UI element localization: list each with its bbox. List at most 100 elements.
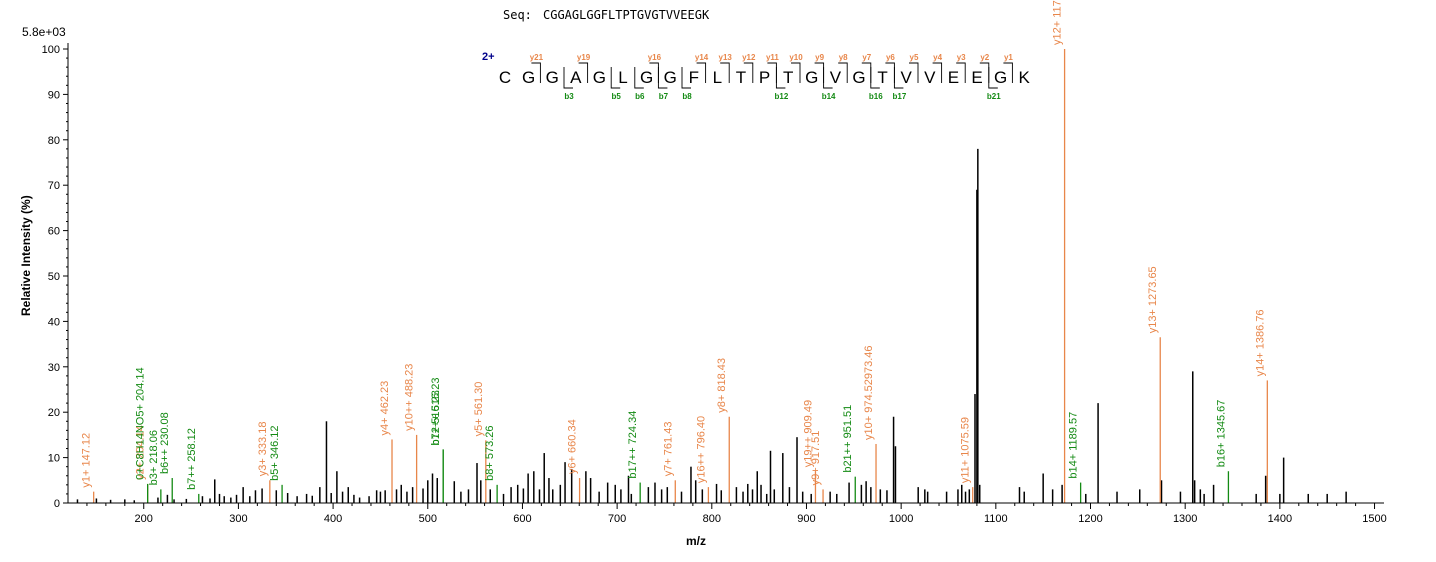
residue-letter: G <box>664 68 677 87</box>
x-tick-label: 900 <box>797 513 815 525</box>
residue-letter: G <box>522 68 535 87</box>
b-ion-bracket <box>563 67 573 89</box>
y-ion-index: y16 <box>648 53 662 62</box>
residue-letter: C <box>499 68 511 87</box>
b-ion-peak-label: b7+ 516.23 <box>430 390 442 445</box>
x-tick-label: 700 <box>608 513 626 525</box>
b-ion-peak-label: b12++ 516.23 <box>430 378 442 446</box>
y-ion-bracket <box>696 62 707 83</box>
residue-letter: A <box>570 68 582 87</box>
y-ion-bracket <box>578 62 589 83</box>
y-ion-index: y10 <box>789 53 803 62</box>
y-ion-peak-label: y2+ 204.14 <box>135 425 147 480</box>
b-ion-index: b17 <box>893 92 907 101</box>
y-ion-index: y19 <box>577 53 591 62</box>
b-ion-peak-label: b8+ 573.26 <box>484 425 496 480</box>
y-ion-index: y1 <box>1004 53 1013 62</box>
b-ion-peak-label: 0+C8H14NO5+ 204.14 <box>135 367 147 480</box>
y-ion-peak-label: y1+ 147.12 <box>81 433 93 488</box>
y-ion-peak-label: y6+ 660.34 <box>567 419 579 474</box>
b-ion-index: b14 <box>822 92 836 101</box>
residue-letter: F <box>689 68 699 87</box>
y-ion-bracket <box>956 62 966 83</box>
y-ion-index: y3 <box>957 53 966 62</box>
y-ion-index: y9 <box>815 53 824 62</box>
y-ion-peak-label: y8+ 818.43 <box>716 358 728 413</box>
y-ion-peak-label: y13+ 1273.65 <box>1147 266 1159 333</box>
x-tick-label: 300 <box>229 513 247 525</box>
y-ion-peak-label: y4+ 462.23 <box>379 381 391 436</box>
b-ion-index: b3 <box>564 92 574 101</box>
b-ion-bracket <box>657 67 668 89</box>
x-tick-label: 600 <box>513 513 531 525</box>
residue-letter: T <box>736 68 746 87</box>
y-ion-index: y5 <box>910 53 919 62</box>
y-ion-peak-label: y3+ 333.18 <box>257 422 269 477</box>
y-ion-peak-label: y10+ 974.52973.46 <box>863 345 875 440</box>
b-ion-index: b16 <box>869 92 883 101</box>
x-tick-label: 1300 <box>1173 513 1197 525</box>
residue-letter: G <box>805 68 818 87</box>
y-tick-label: 70 <box>48 180 60 192</box>
b-ion-bracket <box>823 67 833 89</box>
y-ion-peak-label: y11+ 1075.59 <box>960 417 972 483</box>
x-tick-label: 400 <box>324 513 342 525</box>
residue-letter: E <box>948 68 959 87</box>
b-ion-peak-label: b17++ 724.34 <box>627 411 639 479</box>
b-ion-peak-label: b7++ 258.12 <box>186 428 198 490</box>
x-tick-label: 200 <box>135 513 153 525</box>
x-tick-label: 1200 <box>1078 513 1102 525</box>
residue-letter: T <box>877 68 887 87</box>
y-ion-peak-label: y10++ 488.23 <box>404 364 416 431</box>
residue-letter: G <box>593 68 606 87</box>
y-tick-label: 30 <box>48 362 60 374</box>
y-ion-index: y14 <box>695 53 709 62</box>
b-ion-peak-label: b6++ 230.08 <box>159 412 171 474</box>
residue-letter: V <box>830 68 842 87</box>
x-tick-label: 1500 <box>1362 513 1386 525</box>
y-ion-bracket <box>838 62 848 83</box>
y-tick-label: 80 <box>48 135 60 147</box>
y-ion-peak-label: y19++ 909.49 <box>802 400 814 467</box>
y-tick-label: 20 <box>48 407 60 419</box>
y-ion-index: y7 <box>862 53 871 62</box>
peaks-layer: y1+ 147.12 y2+ 204.140+C8H14NO5+ 204.14 b3… <box>76 0 1347 503</box>
y-ion-bracket <box>1003 62 1013 83</box>
y-tick-label: 50 <box>48 271 60 283</box>
y-ion-index: y6 <box>886 53 895 62</box>
residue-letter: T <box>783 68 793 87</box>
y-tick-label: 0 <box>54 498 60 510</box>
x-axis-title: m/z <box>686 534 706 548</box>
x-tick-label: 1000 <box>889 513 913 525</box>
b-ion-peak-label: b3+ 218.06 <box>148 430 160 485</box>
b-ion-bracket <box>681 67 691 89</box>
b-ion-peak-label: b5+ 346.12 <box>269 425 281 480</box>
y-ion-bracket <box>909 62 919 83</box>
x-tick-label: 1400 <box>1268 513 1292 525</box>
b-ion-index: b21 <box>987 92 1001 101</box>
b-ion-index: b5 <box>612 92 622 101</box>
residue-letter: V <box>924 68 936 87</box>
y-ion-index: y21 <box>530 53 544 62</box>
x-tick-label: 500 <box>419 513 437 525</box>
y-ion-index: y8 <box>839 53 848 62</box>
y-tick-label: 40 <box>48 316 60 328</box>
b-ion-index: b8 <box>682 92 692 101</box>
b-ion-index: b12 <box>775 92 789 101</box>
residue-letter: L <box>618 68 627 87</box>
y-ion-bracket <box>932 62 943 83</box>
y-tick-label: 60 <box>48 226 60 238</box>
residue-letter: G <box>640 68 653 87</box>
b-ion-bracket <box>870 67 880 89</box>
y-ion-index: y2 <box>980 53 989 62</box>
y-ion-bracket <box>531 62 541 83</box>
residue-letter: V <box>901 68 913 87</box>
x-tick-label: 800 <box>703 513 721 525</box>
y-ion-peak-label: y9+ 917.51 <box>810 431 822 486</box>
intensity-scale-label: 5.8e+03 <box>22 25 66 39</box>
residue-letter: G <box>994 68 1007 87</box>
b-ion-peak-label: b21++ 951.51 <box>842 405 854 473</box>
y-ion-bracket <box>720 62 730 83</box>
y-ion-peak-label: y7+ 761.43 <box>662 422 674 477</box>
